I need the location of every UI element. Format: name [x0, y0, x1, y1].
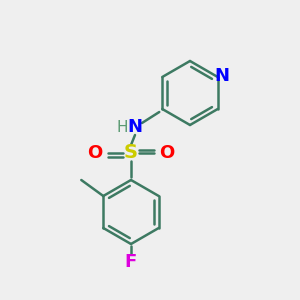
Text: N: N: [128, 118, 142, 136]
Text: H: H: [116, 119, 128, 134]
Text: N: N: [214, 67, 229, 85]
Text: F: F: [125, 253, 137, 271]
Text: S: S: [124, 143, 138, 163]
Text: O: O: [159, 144, 175, 162]
Text: O: O: [87, 144, 103, 162]
